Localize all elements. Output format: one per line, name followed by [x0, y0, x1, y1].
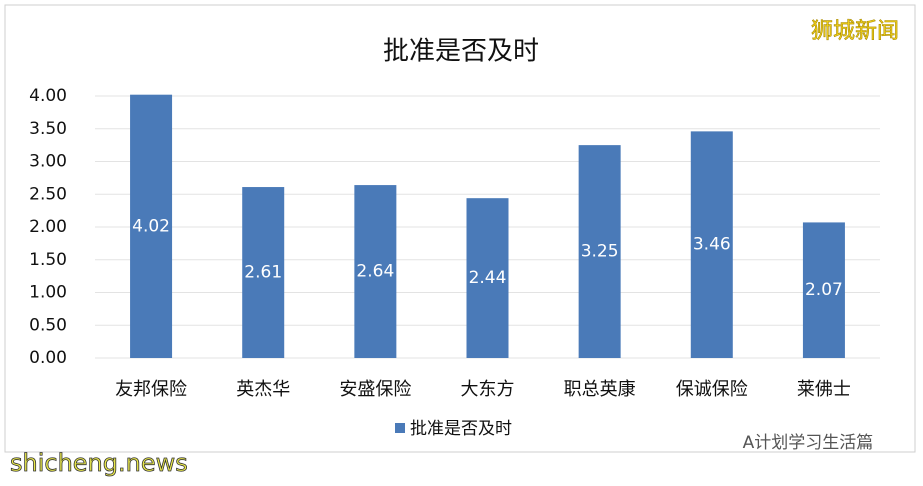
y-tick-label: 2.50 [29, 184, 67, 204]
y-tick-label: 3.00 [29, 152, 67, 172]
x-tick-label: 莱佛士 [797, 379, 851, 400]
legend-label: 批准是否及时 [410, 419, 512, 439]
y-tick-label: 4.00 [29, 86, 67, 106]
chart-title: 批准是否及时 [383, 37, 539, 67]
y-tick-label: 1.50 [29, 250, 67, 270]
data-label: 3.46 [693, 235, 731, 255]
data-label: 3.25 [581, 242, 619, 262]
data-label: 2.07 [805, 280, 843, 300]
bar [354, 185, 397, 358]
data-label: 2.61 [244, 263, 282, 283]
x-tick-label: 英杰华 [236, 379, 290, 400]
y-tick-label: 1.00 [29, 283, 67, 303]
legend-swatch [395, 423, 405, 433]
data-label: 2.44 [469, 268, 507, 288]
y-tick-label: 0.50 [29, 315, 67, 335]
x-tick-label: 保诚保险 [676, 379, 748, 400]
data-label: 2.64 [356, 262, 394, 282]
bar [466, 198, 509, 358]
watermark: shicheng.news [10, 449, 188, 477]
data-label: 4.02 [132, 216, 170, 236]
bar [690, 131, 733, 358]
x-tick-label: 大东方 [461, 379, 515, 400]
bar [242, 187, 285, 358]
x-tick-label: 职总英康 [564, 379, 636, 400]
bar [130, 94, 173, 358]
x-tick-label: 安盛保险 [339, 379, 411, 400]
y-tick-label: 0.00 [29, 348, 67, 368]
y-tick-label: 3.50 [29, 119, 67, 139]
watermark: A计划学习生活篇 [743, 433, 874, 453]
bar [802, 222, 845, 358]
x-tick-label: 友邦保险 [115, 379, 187, 400]
watermark: 狮城新闻 [811, 19, 899, 44]
y-tick-label: 2.00 [29, 217, 67, 237]
bar [578, 145, 621, 358]
